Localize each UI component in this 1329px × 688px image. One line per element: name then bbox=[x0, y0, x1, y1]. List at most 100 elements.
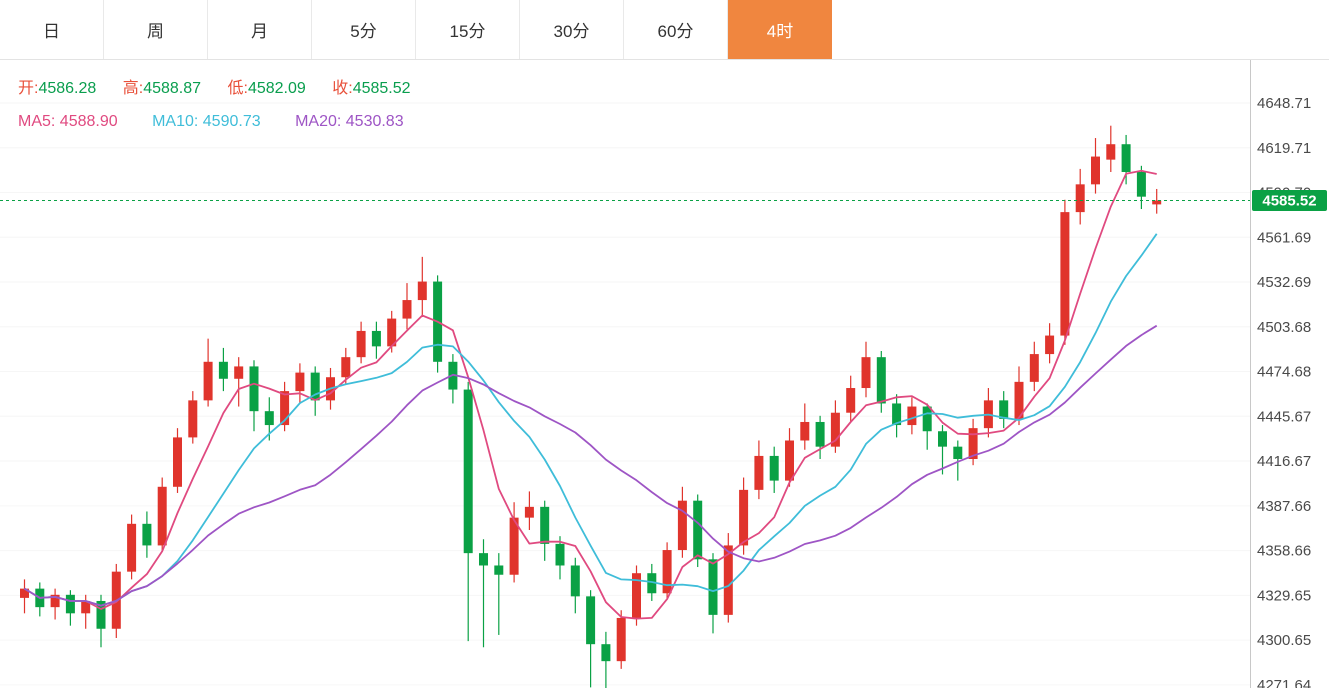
grid-lines bbox=[0, 102, 1250, 686]
ma20-legend: MA20: 4530.83 bbox=[295, 113, 404, 130]
candle-63[interactable] bbox=[983, 388, 993, 438]
axis-label-0: 4648.71 bbox=[1257, 95, 1311, 112]
ma10-value: 4590.73 bbox=[202, 113, 261, 130]
candle-15[interactable] bbox=[249, 360, 259, 432]
low-value: 4582.09 bbox=[247, 80, 306, 97]
candle-22[interactable] bbox=[356, 321, 366, 364]
candle-3[interactable] bbox=[65, 590, 75, 626]
candle-72[interactable] bbox=[1121, 134, 1131, 185]
candle-74[interactable] bbox=[1152, 188, 1162, 214]
candle-28[interactable] bbox=[448, 354, 458, 404]
candle-26[interactable] bbox=[417, 256, 427, 318]
candle-10[interactable] bbox=[173, 428, 182, 493]
candle-32[interactable] bbox=[509, 502, 519, 583]
axis-label-13: 4271.64 bbox=[1257, 677, 1311, 688]
candle-17[interactable] bbox=[280, 381, 290, 432]
candle-30[interactable] bbox=[479, 539, 488, 648]
candle-0[interactable] bbox=[20, 579, 29, 614]
candle-48[interactable] bbox=[754, 440, 764, 500]
candle-60[interactable] bbox=[938, 425, 947, 475]
candle-18[interactable] bbox=[295, 363, 305, 404]
candle-64[interactable] bbox=[999, 391, 1009, 429]
candle-37[interactable] bbox=[586, 590, 596, 688]
candle-56[interactable] bbox=[876, 350, 886, 413]
candle-42[interactable] bbox=[662, 542, 672, 600]
candle-13[interactable] bbox=[218, 347, 228, 392]
axis-label-5: 4503.68 bbox=[1257, 319, 1311, 336]
axis-label-1: 4619.71 bbox=[1257, 140, 1311, 157]
candle-62[interactable] bbox=[968, 418, 978, 466]
tab-day[interactable]: 日 bbox=[0, 0, 104, 59]
tab-week[interactable]: 周 bbox=[104, 0, 208, 59]
candle-35[interactable] bbox=[555, 536, 565, 580]
candle-65[interactable] bbox=[1014, 366, 1024, 426]
close-label: 收: bbox=[332, 80, 353, 97]
candle-54[interactable] bbox=[846, 375, 856, 422]
open-value: 4586.28 bbox=[38, 80, 97, 97]
candle-61[interactable] bbox=[953, 440, 963, 481]
candle-68[interactable] bbox=[1060, 199, 1070, 345]
candle-23[interactable] bbox=[371, 321, 381, 359]
axis-label-6: 4474.68 bbox=[1257, 364, 1311, 381]
candle-69[interactable] bbox=[1075, 168, 1085, 225]
candle-12[interactable] bbox=[203, 338, 213, 407]
candle-52[interactable] bbox=[815, 415, 825, 460]
candlestick-chart[interactable]: 4648.714619.714590.704561.694532.694503.… bbox=[0, 60, 1329, 688]
candle-59[interactable] bbox=[922, 403, 932, 450]
candle-5[interactable] bbox=[96, 594, 106, 648]
candle-14[interactable] bbox=[234, 357, 244, 407]
candle-33[interactable] bbox=[524, 491, 534, 530]
candle-70[interactable] bbox=[1091, 138, 1100, 194]
tab-5min[interactable]: 5分 bbox=[312, 0, 416, 59]
close-value: 4585.52 bbox=[352, 80, 411, 97]
open-readout: 开:4586.28 bbox=[18, 80, 96, 97]
candle-11[interactable] bbox=[188, 391, 198, 444]
ma5-label: MA5: bbox=[18, 113, 60, 130]
candle-51[interactable] bbox=[800, 403, 810, 450]
candle-7[interactable] bbox=[127, 514, 137, 580]
candle-4[interactable] bbox=[81, 594, 91, 629]
tab-month[interactable]: 月 bbox=[208, 0, 312, 59]
candle-58[interactable] bbox=[907, 397, 917, 435]
candle-45[interactable] bbox=[708, 553, 718, 634]
ma5-legend: MA5: 4588.90 bbox=[18, 113, 118, 130]
tab-bar: 日周月 5分 15分 30分 60分 4时 bbox=[0, 0, 1329, 60]
ma10-label: MA10: bbox=[152, 113, 203, 130]
tab-4hour[interactable]: 4时 bbox=[728, 0, 832, 59]
candle-36[interactable] bbox=[570, 557, 580, 614]
candle-31[interactable] bbox=[494, 553, 504, 635]
candle-49[interactable] bbox=[769, 446, 779, 493]
tab-15min[interactable]: 15分 bbox=[416, 0, 520, 59]
candle-50[interactable] bbox=[785, 428, 794, 487]
candle-53[interactable] bbox=[830, 400, 840, 453]
candle-25[interactable] bbox=[402, 283, 412, 330]
tab-60min[interactable]: 60分 bbox=[624, 0, 728, 59]
candle-19[interactable] bbox=[310, 366, 320, 416]
candle-39[interactable] bbox=[616, 610, 626, 669]
candle-57[interactable] bbox=[892, 394, 902, 438]
candle-71[interactable] bbox=[1106, 125, 1116, 172]
candle-34[interactable] bbox=[540, 500, 550, 561]
candle-73[interactable] bbox=[1136, 165, 1146, 210]
candle-67[interactable] bbox=[1045, 323, 1055, 364]
chart-area: 4648.714619.714590.704561.694532.694503.… bbox=[0, 60, 1329, 688]
ma5-line bbox=[24, 169, 1157, 620]
axis-label-3: 4561.69 bbox=[1257, 229, 1311, 246]
candle-9[interactable] bbox=[157, 477, 167, 552]
candle-38[interactable] bbox=[601, 631, 611, 688]
axis-label-11: 4329.65 bbox=[1257, 587, 1311, 604]
tab-30min[interactable]: 30分 bbox=[520, 0, 624, 59]
candle-2[interactable] bbox=[50, 588, 60, 620]
candle-8[interactable] bbox=[142, 511, 152, 558]
close-readout: 收:4585.52 bbox=[332, 80, 410, 97]
candle-40[interactable] bbox=[632, 565, 641, 626]
ma20-label: MA20: bbox=[295, 113, 346, 130]
candle-55[interactable] bbox=[861, 341, 871, 398]
candle-1[interactable] bbox=[35, 582, 45, 617]
candle-29[interactable] bbox=[463, 381, 473, 642]
candle-66[interactable] bbox=[1029, 341, 1039, 392]
candle-43[interactable] bbox=[677, 486, 687, 558]
candles-layer[interactable] bbox=[20, 125, 1162, 688]
candle-46[interactable] bbox=[723, 533, 733, 623]
low-readout: 低:4582.09 bbox=[228, 80, 306, 97]
